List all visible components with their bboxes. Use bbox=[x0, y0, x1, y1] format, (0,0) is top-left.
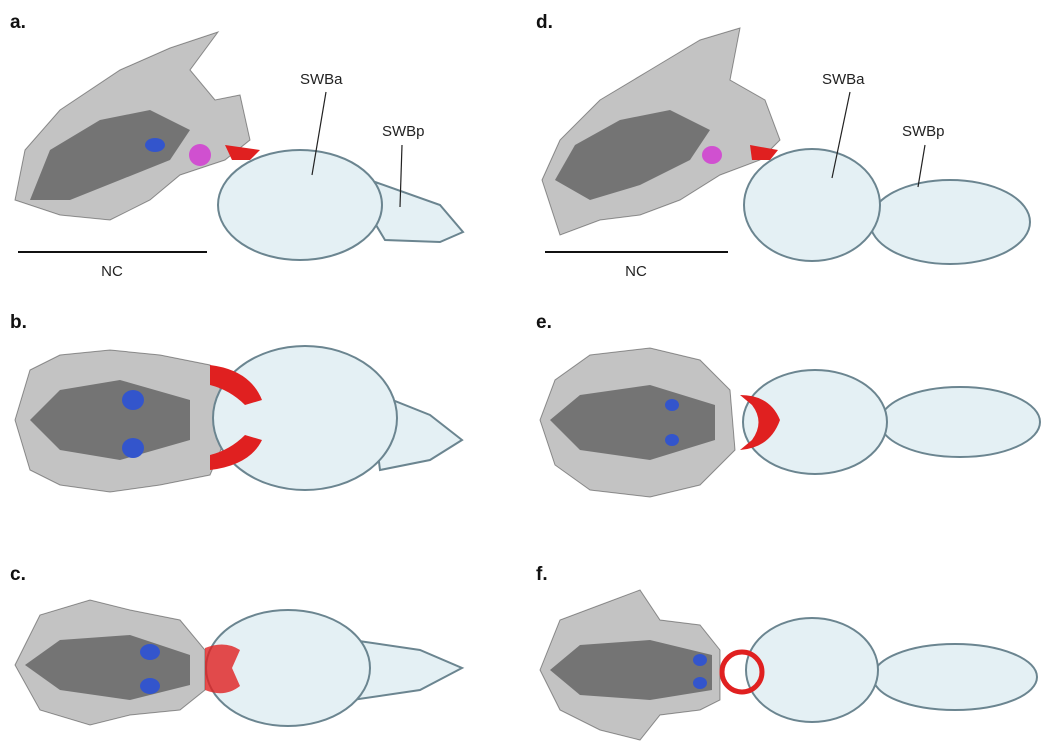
otolith bbox=[693, 677, 707, 689]
muscle bbox=[205, 644, 240, 694]
annotation: SWBa bbox=[300, 71, 343, 88]
panel-label: f. bbox=[536, 564, 548, 585]
panel-label: c. bbox=[10, 564, 26, 585]
swim-bladder-anterior bbox=[212, 345, 398, 491]
scale-label: NC bbox=[101, 263, 123, 280]
panel-label: d. bbox=[536, 12, 553, 33]
muscle bbox=[225, 145, 260, 160]
otolith bbox=[140, 644, 160, 660]
panel-label: e. bbox=[536, 312, 552, 333]
otolith bbox=[140, 678, 160, 694]
otolith bbox=[122, 438, 144, 458]
leader-line bbox=[917, 144, 926, 188]
otolith bbox=[693, 654, 707, 666]
panel-label: a. bbox=[10, 12, 26, 33]
muscle bbox=[719, 649, 765, 695]
otolith bbox=[122, 390, 144, 410]
panel-label: b. bbox=[10, 312, 27, 333]
skull-shadow bbox=[555, 110, 710, 200]
organ bbox=[189, 144, 211, 166]
swim-bladder-anterior bbox=[742, 369, 888, 475]
swim-bladder-posterior bbox=[872, 643, 1038, 711]
otolith bbox=[665, 434, 679, 446]
muscle bbox=[750, 145, 778, 160]
swim-bladder-anterior bbox=[743, 148, 881, 262]
skull-shadow bbox=[550, 640, 712, 700]
swim-bladder-posterior bbox=[879, 386, 1041, 458]
panel-c: c. bbox=[10, 564, 465, 727]
panel-d: d. SWBa SWBp NC bbox=[536, 12, 1031, 280]
leader-line bbox=[311, 91, 327, 176]
leader-line bbox=[831, 91, 851, 179]
annotation: SWBa bbox=[822, 71, 865, 88]
organ bbox=[702, 146, 722, 164]
swim-bladder-posterior bbox=[368, 180, 465, 244]
annotation: SWBp bbox=[902, 123, 945, 140]
panel-a: a. SWBa SWBp NC bbox=[10, 12, 465, 280]
otolith bbox=[145, 138, 165, 152]
annotation: SWBp bbox=[382, 123, 425, 140]
leader-line bbox=[399, 144, 403, 208]
swim-bladder-anterior bbox=[217, 149, 383, 261]
muscle bbox=[210, 365, 262, 470]
scale-label: NC bbox=[625, 263, 647, 280]
swim-bladder-posterior bbox=[869, 179, 1031, 265]
skull-shadow bbox=[30, 380, 190, 460]
muscle bbox=[740, 395, 780, 450]
panel-e: e. bbox=[536, 312, 1041, 498]
swim-bladder-anterior bbox=[745, 617, 879, 723]
otolith bbox=[665, 399, 679, 411]
skull-shadow bbox=[30, 110, 190, 200]
panel-b: b. bbox=[10, 312, 464, 493]
panel-f: f. bbox=[536, 564, 1038, 741]
